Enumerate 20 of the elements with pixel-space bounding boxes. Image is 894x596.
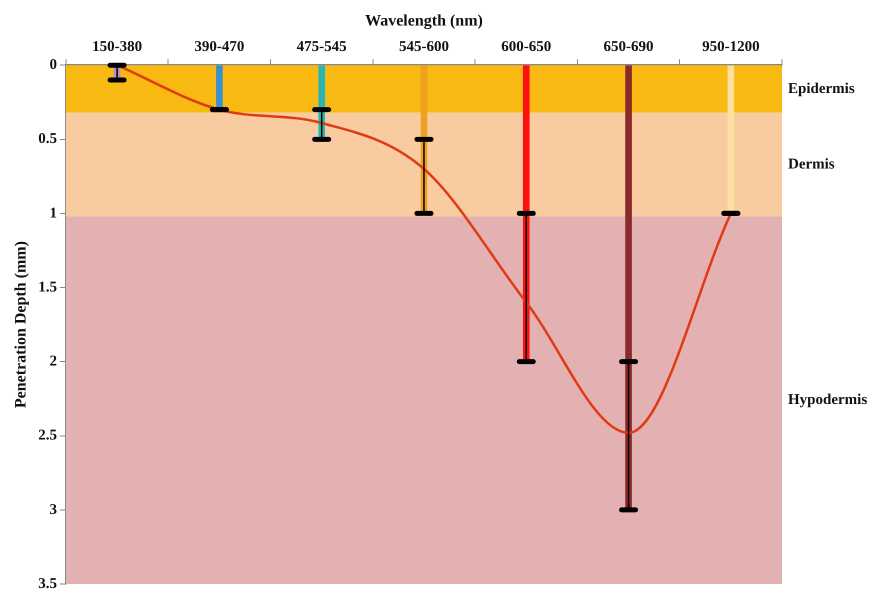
x-tick-label: 150-380 [92,39,142,56]
y-tick-label: 0.5 [38,131,57,148]
x-tick-label: 600-650 [501,39,552,56]
y-tick-label: 3 [49,502,57,518]
band-label: Dermis [788,156,835,172]
x-tick-label: 390-470 [194,39,244,56]
y-axis-title: Penetration Depth (mm) [12,241,30,408]
y-tick-label: 1 [49,205,57,222]
y-tick-label: 3.5 [38,576,57,592]
x-tick-label: 475-545 [296,39,347,56]
x-tick-label: 950-1200 [702,39,760,56]
y-tick-label: 2 [49,354,57,370]
band-label: Epidermis [788,80,855,97]
y-tick-label: 1.5 [38,279,57,296]
y-tick-label: 2.5 [38,428,57,444]
band-label: Hypodermis [788,392,868,408]
x-tick-label: 545-600 [398,39,449,56]
x-tick-label: 650-690 [604,39,654,56]
x-axis-title: Wavelength (nm) [365,12,483,30]
y-tick-label: 0 [49,57,57,74]
